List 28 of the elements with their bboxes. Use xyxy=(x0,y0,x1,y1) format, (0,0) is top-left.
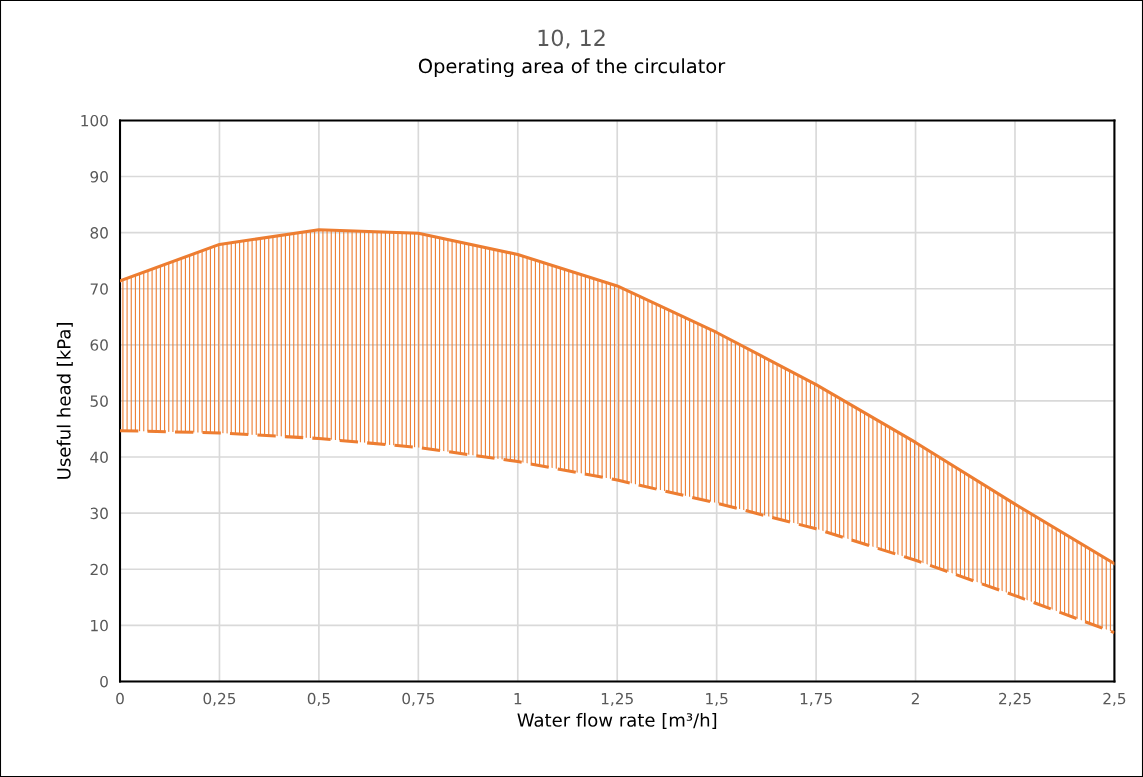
chart-title: 10, 12 xyxy=(538,29,605,49)
y-tick-label: 20 xyxy=(90,563,108,576)
y-tick-label: 80 xyxy=(90,227,108,239)
y-tick-label: 100 xyxy=(81,114,108,127)
x-tick-label: 1,75 xyxy=(800,693,832,706)
x-tick-label: 0,5 xyxy=(307,692,330,706)
y-tick-label: 40 xyxy=(90,451,108,464)
x-tick-label: 0,25 xyxy=(203,692,236,706)
x-tick-label: 0 xyxy=(116,692,124,705)
x-tick-label: 2,25 xyxy=(999,692,1031,706)
line-series xyxy=(120,228,1115,566)
line-series xyxy=(120,429,1115,635)
y-tick-label: 60 xyxy=(90,339,108,351)
y-tick-label: 30 xyxy=(90,507,108,520)
y-tick-label: 90 xyxy=(90,171,108,183)
x-tick-label: 1 xyxy=(514,693,522,705)
x-tick-label: 1,5 xyxy=(706,693,728,706)
y-axis-title: Useful head [kPa] xyxy=(56,323,73,479)
y-tick-label: 70 xyxy=(90,283,108,295)
x-tick-label: 1,25 xyxy=(601,692,633,706)
x-axis-title: Water flow rate [m³/h] xyxy=(517,712,717,729)
y-tick-label: 10 xyxy=(91,619,108,632)
y-tick-label: 0 xyxy=(100,675,108,688)
x-tick-label: 0,75 xyxy=(402,692,435,706)
x-tick-label: 2 xyxy=(911,692,919,705)
x-tick-label: 2,5 xyxy=(1103,692,1126,706)
chart-subtitle: Operating area of the circulator xyxy=(418,58,726,78)
y-tick-label: 50 xyxy=(90,395,108,407)
